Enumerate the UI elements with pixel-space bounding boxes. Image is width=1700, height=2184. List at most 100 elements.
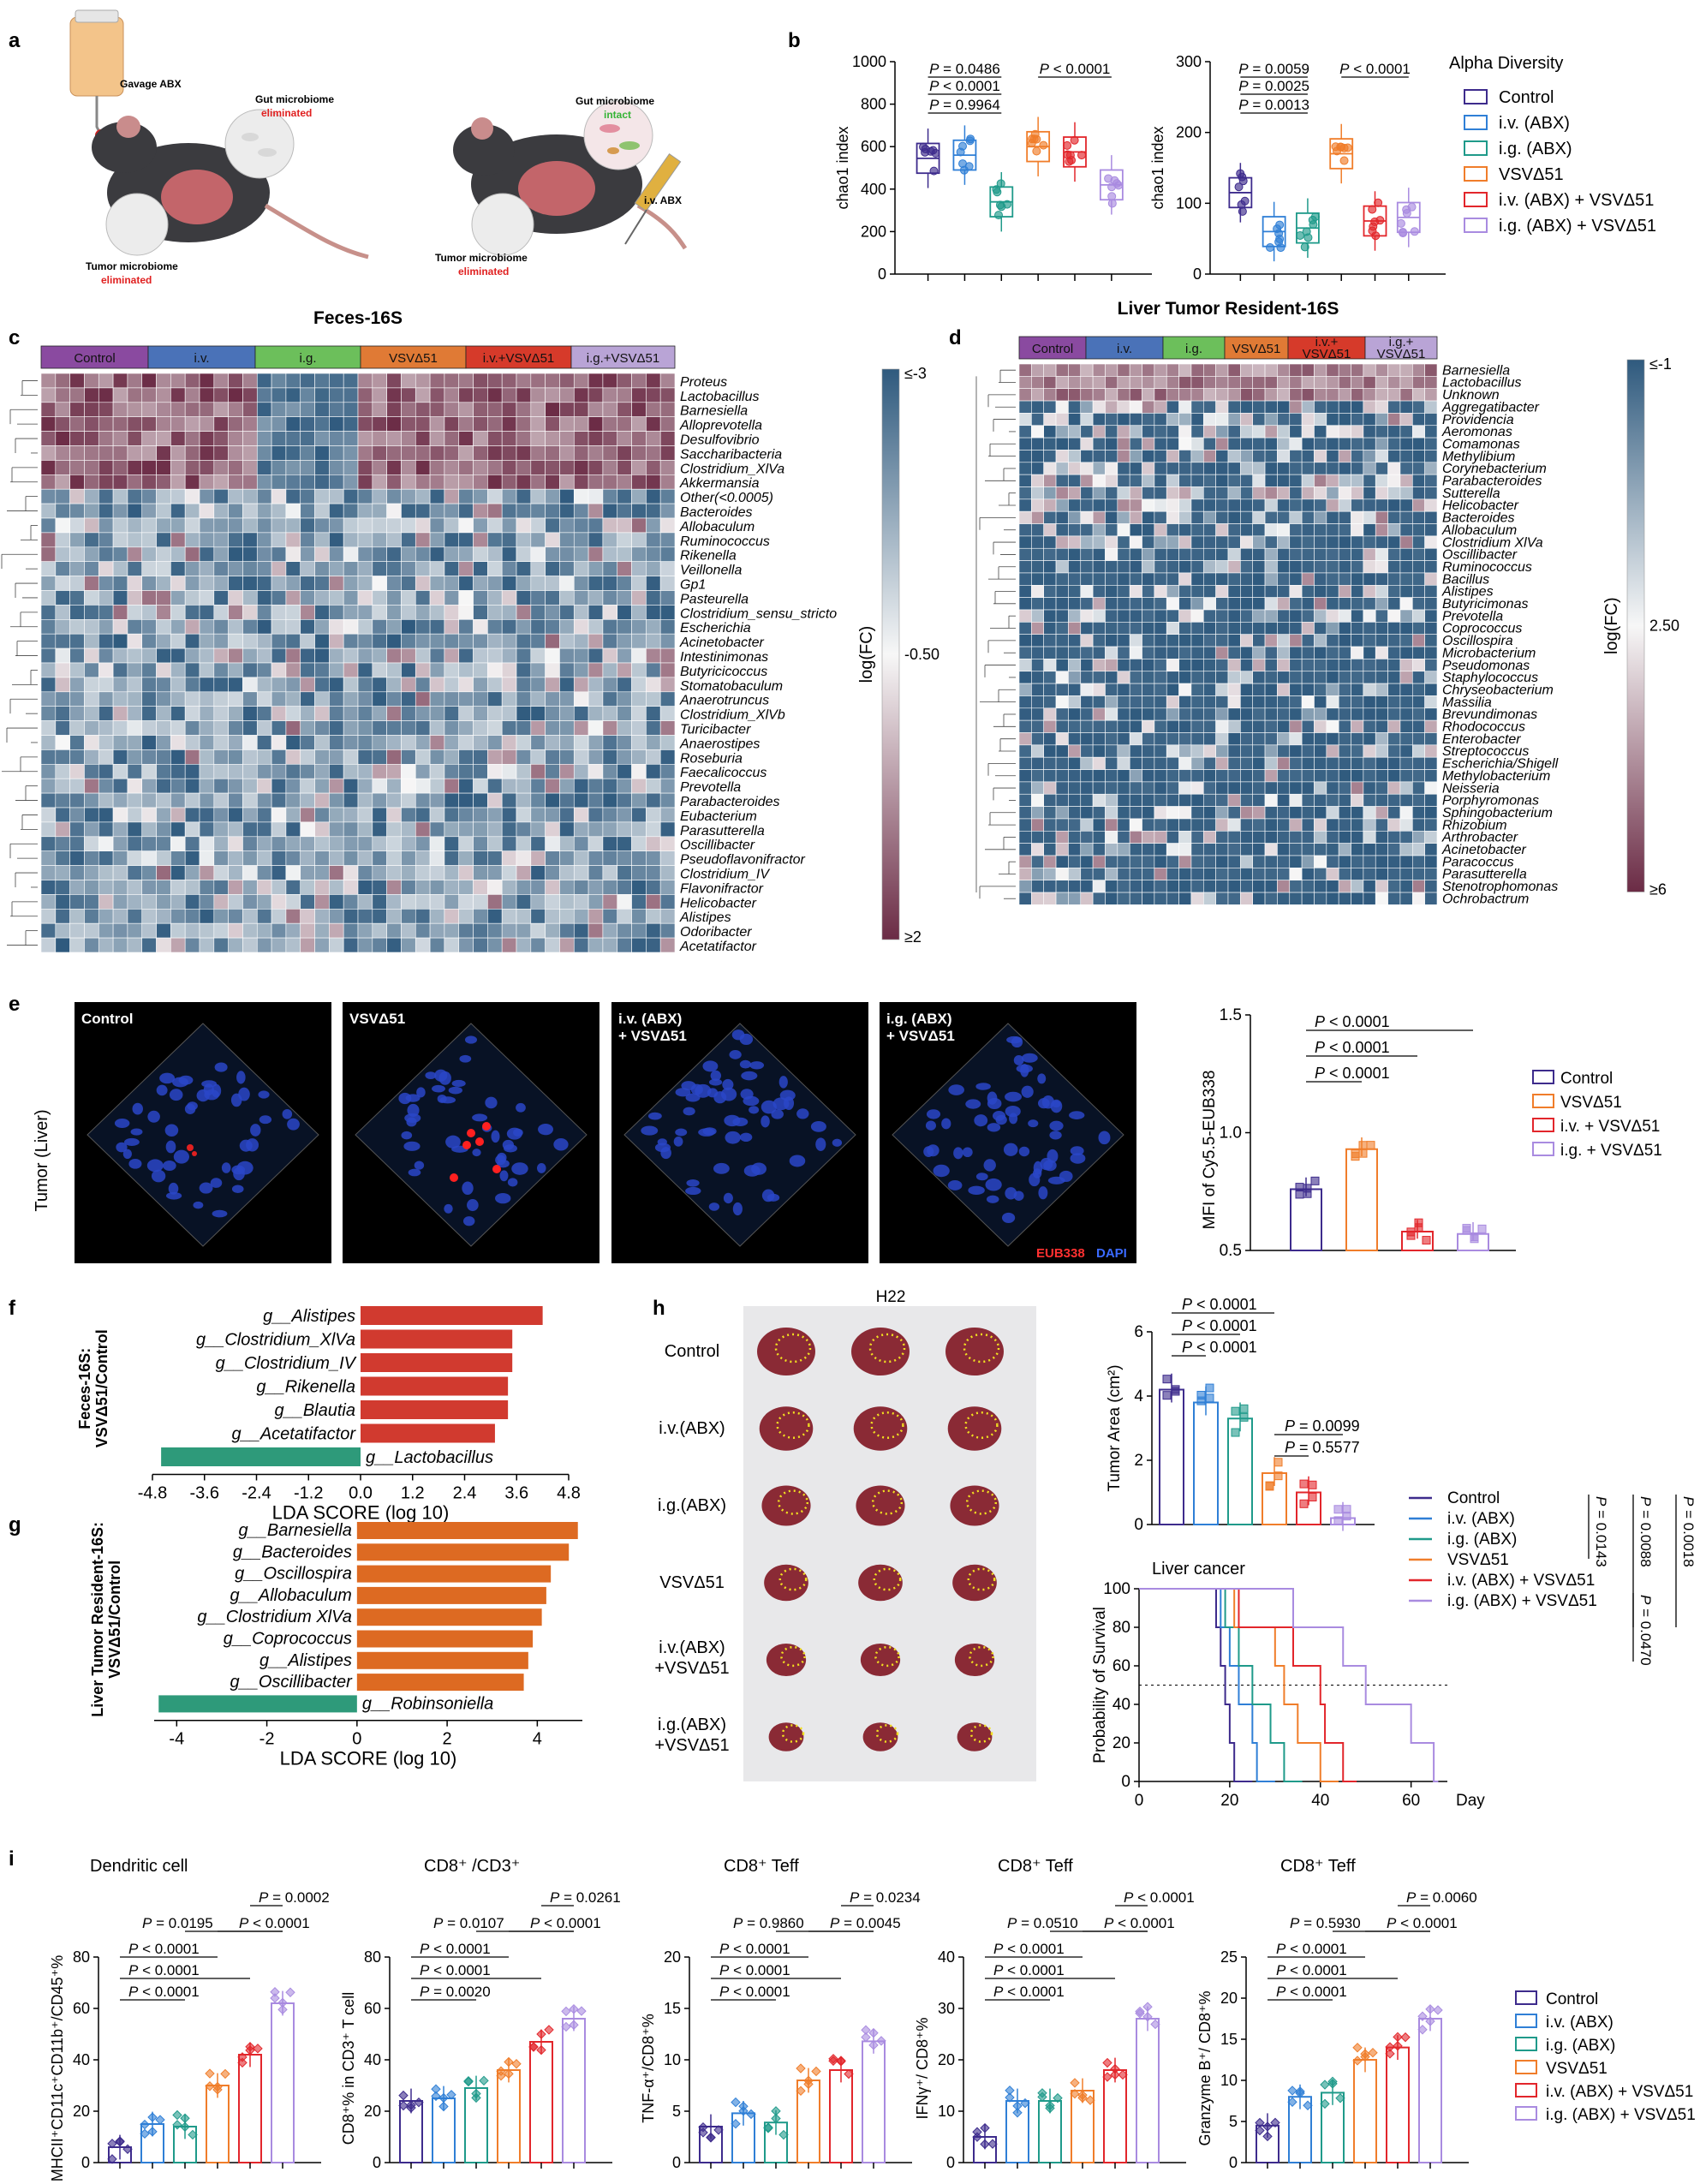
heat-c-cell xyxy=(646,387,661,403)
heat-c-cell xyxy=(242,937,258,953)
heat-d-cell xyxy=(1264,744,1278,758)
heat-d-cell xyxy=(1117,818,1130,832)
heat-d-cell xyxy=(1031,868,1045,880)
heat-c-cell xyxy=(487,909,503,924)
heat-d-cell xyxy=(1142,732,1155,746)
heat-c-cell xyxy=(415,865,431,880)
i-pvalue: P < 0.0001 xyxy=(420,1962,491,1978)
heat-d-cell xyxy=(1277,868,1291,880)
lda-g-bar xyxy=(356,1543,570,1561)
heat-c-cell xyxy=(84,749,99,765)
heat-c-cell xyxy=(271,605,287,620)
h-area-point xyxy=(1333,1516,1343,1525)
heat-c-cell xyxy=(501,431,517,446)
i-point xyxy=(1393,2041,1403,2051)
heat-c-cell xyxy=(84,576,99,591)
heat-d-cell xyxy=(1142,756,1155,770)
heat-c-cell xyxy=(530,503,546,519)
heat-c-cell xyxy=(602,720,618,736)
heat-d-cell xyxy=(1240,892,1254,905)
heat-c-cell xyxy=(213,474,229,490)
heat-c-cell xyxy=(473,909,488,924)
heat-d-cell xyxy=(1301,818,1315,832)
heat-c-cell xyxy=(487,922,503,939)
heat-c-cell xyxy=(401,763,416,779)
heat-d-cell xyxy=(1227,450,1241,463)
heat-d-cell xyxy=(1018,462,1032,475)
b2-point xyxy=(1336,142,1345,152)
heat-d-cell xyxy=(1105,523,1118,537)
b1-point xyxy=(994,211,1004,220)
heat-c-cell xyxy=(314,865,330,880)
heat-d-cell xyxy=(1190,695,1204,709)
heat-c-cell xyxy=(84,909,99,924)
heat-d-cell xyxy=(1326,695,1339,709)
heat-d-cell xyxy=(1240,462,1254,475)
liver-row-label: i.v.(ABX) +VSVΔ51 xyxy=(654,1638,729,1678)
heat-c-taxon-label: Clostridium_XlVa xyxy=(680,462,784,476)
survival-ytick-label: 100 xyxy=(1103,1580,1130,1598)
heat-d-cell xyxy=(1055,732,1069,746)
heat-c-cell xyxy=(415,821,431,838)
heat-d-cell xyxy=(1068,450,1082,463)
heat-d-cell xyxy=(1314,892,1327,905)
heat-d-cell xyxy=(1314,793,1327,807)
b2-point xyxy=(1303,233,1313,242)
e-legend-swatch xyxy=(1532,1118,1554,1132)
nucleus-dapi xyxy=(708,1078,723,1086)
heat-c-cell xyxy=(386,792,402,809)
heat-c-cell xyxy=(228,402,243,417)
heat-d-cell xyxy=(1105,572,1118,586)
heat-d-cell xyxy=(1068,572,1082,586)
heat-c-cell xyxy=(256,894,272,910)
heat-d-cell xyxy=(1387,413,1401,427)
heat-d-cell xyxy=(1166,646,1179,659)
heat-c-cell xyxy=(329,474,344,490)
heat-d-cell xyxy=(1399,843,1413,856)
heat-c-cell xyxy=(617,416,632,432)
heat-d-taxon-label: Bacillus xyxy=(1442,572,1489,587)
heat-d-cell xyxy=(1092,843,1106,856)
heat-d-cell xyxy=(1314,806,1327,820)
heat-d-group-label: i.v.+ VSVΔ51 xyxy=(1303,335,1351,361)
heat-d-group-label: i.g. xyxy=(1185,342,1202,356)
heat-c-cell xyxy=(141,561,157,576)
e-pvalue: P < 0.0001 xyxy=(1315,1065,1390,1082)
heat-c-cell xyxy=(112,561,128,576)
heat-c-cell xyxy=(127,633,143,649)
nucleus-dapi xyxy=(214,1062,228,1072)
heat-d-cell xyxy=(1129,769,1142,783)
heat-c-cell xyxy=(545,865,560,880)
heat-d-cell xyxy=(1166,510,1179,524)
heat-d-cell xyxy=(1129,474,1142,487)
heat-c-cell xyxy=(487,590,503,606)
i-point xyxy=(844,2068,854,2080)
heat-c-cell xyxy=(588,460,604,475)
heat-d-cell xyxy=(1252,486,1266,500)
heat-c-cell xyxy=(40,735,57,750)
heat-c-cell xyxy=(300,590,315,606)
heat-d-cell xyxy=(1326,388,1339,402)
heat-c-cell xyxy=(429,720,445,736)
heat-c-cell xyxy=(458,807,474,823)
heat-d-cell xyxy=(1068,523,1082,537)
heat-d-cell xyxy=(1338,732,1351,746)
heat-d-cell xyxy=(1240,609,1254,623)
heat-c-cell xyxy=(112,865,128,880)
heat-c-cell xyxy=(127,402,143,417)
heat-d-cell xyxy=(1264,462,1278,475)
heat-d-cell xyxy=(1190,793,1204,807)
i-point xyxy=(1118,2069,1128,2080)
heat-d-cell xyxy=(1178,880,1192,893)
heat-d-cell xyxy=(1043,868,1057,880)
heat-d-cell xyxy=(1424,363,1438,377)
lda-chart-liver: Liver Tumor Resident-16S:VSVΔ51/Controlg… xyxy=(89,1521,582,1769)
i-point xyxy=(155,2115,165,2125)
heat-c-cell xyxy=(659,937,676,953)
nucleus-dapi xyxy=(165,1140,176,1154)
heat-d-cell xyxy=(1018,719,1032,733)
heat-d-cell xyxy=(1105,462,1118,475)
heat-d-cell xyxy=(1178,769,1192,783)
heat-d-cell xyxy=(1375,498,1388,512)
